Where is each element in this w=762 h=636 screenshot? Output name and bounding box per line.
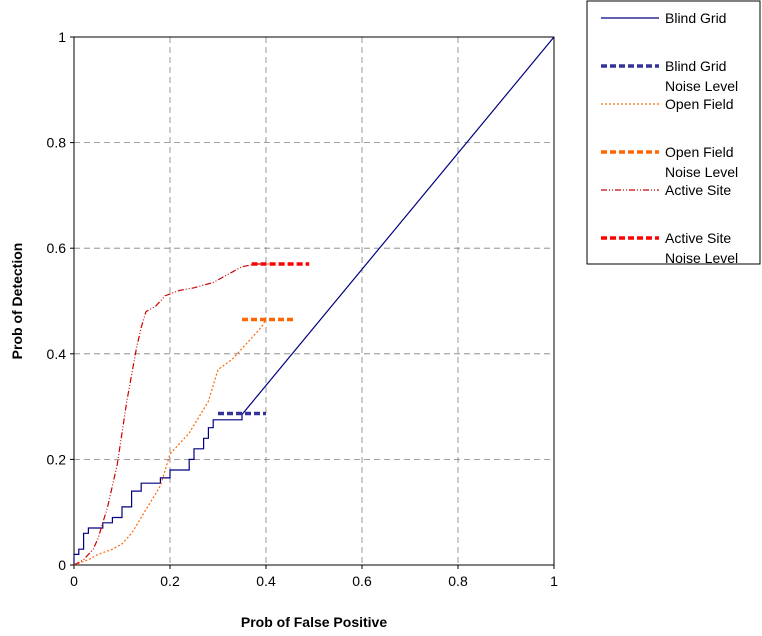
legend-label: Open Field — [665, 144, 733, 160]
grid-lines — [74, 37, 554, 565]
x-tick-label: 0 — [70, 573, 78, 589]
x-tick-label: 0.6 — [352, 573, 372, 589]
legend-label: Blind Grid — [665, 58, 726, 74]
y-tick-label: 0.6 — [47, 240, 67, 256]
y-tick-label: 0.2 — [47, 451, 67, 467]
legend-label: Noise Level — [665, 164, 738, 180]
y-tick-label: 0.4 — [47, 346, 67, 362]
y-axis-label: Prob of Detection — [9, 243, 25, 360]
x-tick-label: 0.4 — [256, 573, 276, 589]
legend-label: Noise Level — [665, 250, 738, 266]
tick-labels: 0 0.2 0.4 0.6 0.8 1 0 0.2 0.4 0.6 0.8 1 — [47, 29, 559, 589]
x-tick-label: 0.8 — [448, 573, 468, 589]
x-tick-label: 0.2 — [160, 573, 180, 589]
legend-label: Blind Grid — [665, 10, 726, 26]
x-tick-label: 1 — [550, 573, 558, 589]
series-line-4 — [73, 263, 276, 566]
y-tick-label: 0.8 — [47, 135, 67, 151]
x-axis-label: Prob of False Positive — [241, 614, 387, 630]
legend-label: Open Field — [665, 96, 733, 112]
plot-frame — [73, 36, 555, 566]
legend-label: Active Site — [665, 182, 731, 198]
legend-label: Active Site — [665, 230, 731, 246]
legend-label: Noise Level — [665, 78, 738, 94]
y-tick-label: 1 — [58, 29, 66, 45]
legend: Blind Grid Blind Grid Noise Level Open Fiel… — [586, 0, 761, 266]
y-tick-label: 0 — [58, 557, 66, 573]
series-layer — [73, 36, 555, 566]
legend-frame — [586, 0, 761, 265]
series-line-0 — [73, 36, 555, 565]
